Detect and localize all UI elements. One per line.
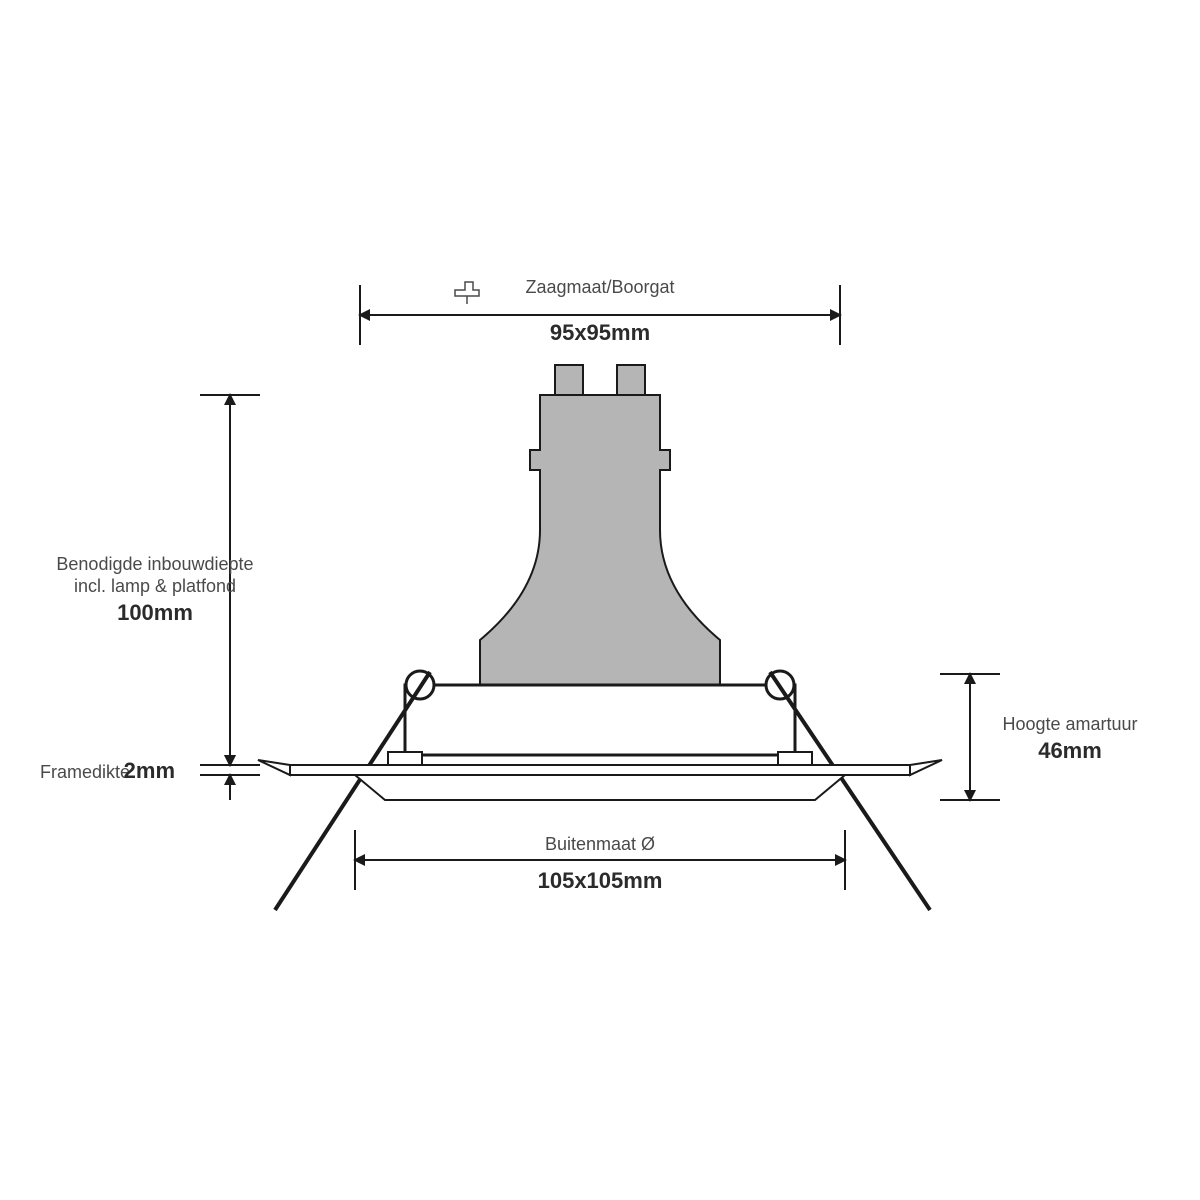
dimension-cutout: Zaagmaat/Boorgat 95x95mm xyxy=(360,277,840,345)
technical-diagram: Zaagmaat/Boorgat 95x95mm Benodigde inbou… xyxy=(0,0,1200,1200)
outer-size-label: Buitenmaat Ø xyxy=(545,834,655,854)
fixture-height-label: Hoogte amartuur xyxy=(1002,714,1137,734)
outer-size-value: 105x105mm xyxy=(538,868,663,893)
fixture-housing xyxy=(405,685,795,755)
bulb-body xyxy=(480,365,720,710)
cutout-value: 95x95mm xyxy=(550,320,650,345)
recess-depth-value: 100mm xyxy=(117,600,193,625)
cutout-label: Zaagmaat/Boorgat xyxy=(525,277,674,297)
frame-flange xyxy=(258,752,942,800)
dimension-outer-size: Buitenmaat Ø 105x105mm xyxy=(355,830,845,893)
recess-depth-label2: incl. lamp & platfond xyxy=(74,576,236,596)
drill-icon xyxy=(455,282,479,304)
frame-thickness-label: Framedikte xyxy=(40,762,130,782)
frame-thickness-value: 2mm xyxy=(124,758,175,783)
fixture-height-value: 46mm xyxy=(1038,738,1102,763)
dimension-fixture-height: Hoogte amartuur 46mm xyxy=(940,674,1138,800)
dimension-frame-thickness: Framedikte 2mm xyxy=(40,740,260,800)
recess-depth-label1: Benodigde inbouwdiepte xyxy=(56,554,253,574)
dimension-recess-depth: Benodigde inbouwdiepte incl. lamp & plat… xyxy=(56,395,260,765)
